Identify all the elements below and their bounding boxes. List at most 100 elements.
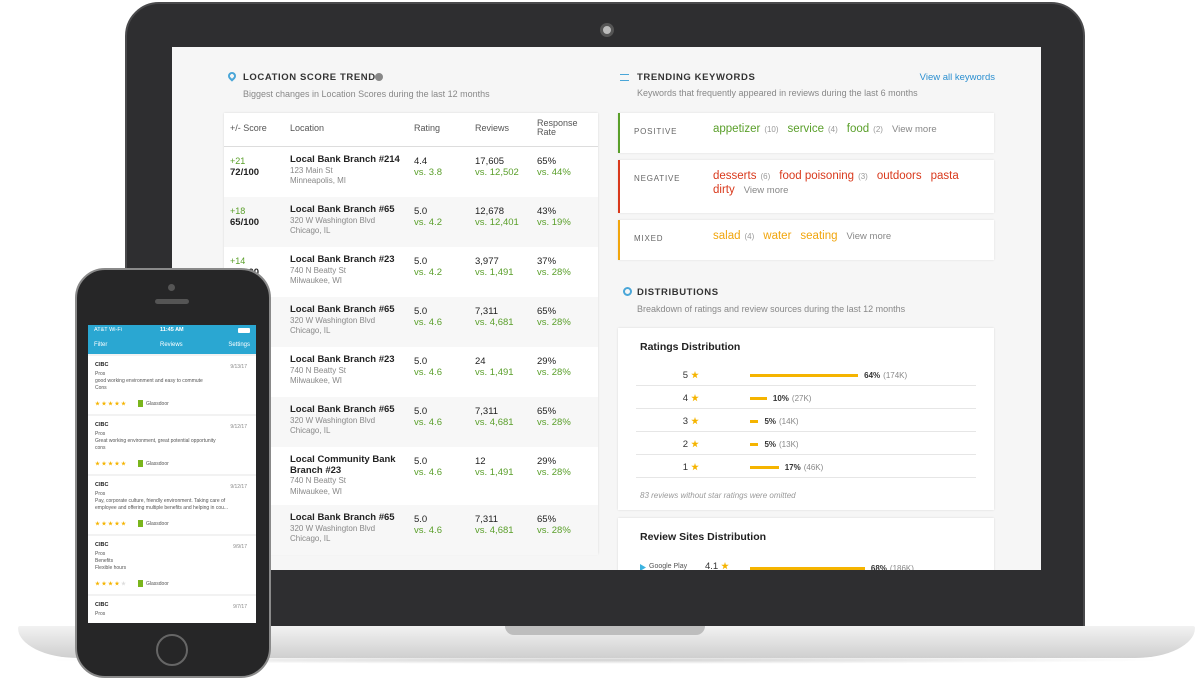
info-icon: [375, 73, 383, 81]
card-title: Ratings Distribution: [640, 341, 741, 353]
section-title: TRENDING KEYWORDS: [637, 72, 756, 83]
table-row: Local Bank Branch #65 320 W Washington Bl…: [224, 297, 598, 347]
review-line: Pay, corporate culture, friendly environ…: [95, 498, 226, 504]
keyword[interactable]: outdoors: [877, 170, 922, 182]
bar-label: 64% (174K): [864, 371, 907, 380]
keyword-list: desserts (6) food poisoning (3) outdoors past…: [713, 170, 978, 196]
review-line: Pros: [95, 431, 106, 437]
response-previous: vs. 28%: [537, 367, 571, 378]
phone-screen: AT&T Wi-Fi 11:45 AM Filter Reviews Setting…: [88, 325, 256, 623]
keyword[interactable]: dirty: [713, 184, 735, 196]
score-change: +14: [230, 256, 246, 266]
reviews-value: 3,977: [475, 256, 499, 267]
column-header: Rating: [414, 123, 441, 133]
keyword-word: seating: [800, 230, 838, 242]
note: 83 reviews without star ratings were omi…: [640, 491, 796, 500]
location-address: 740 N Beatty St: [290, 265, 347, 275]
time: 11:45 AM: [160, 327, 184, 333]
nav-item[interactable]: Settings: [228, 342, 250, 348]
review-item[interactable]: CIBC 9/12/17 Pros Pay, corporate culture, f…: [88, 476, 256, 534]
laptop-screen: LOCATION SCORE TRENDS Biggest changes in…: [172, 47, 1041, 570]
location-name: Local Community Bank Branch #23: [290, 454, 396, 476]
keyword[interactable]: food (2): [847, 123, 883, 135]
ratings-card: Ratings Distribution 83 reviews without …: [618, 328, 994, 510]
reviews-previous: vs. 4,681: [475, 317, 514, 328]
keyword[interactable]: food poisoning (3): [779, 170, 868, 182]
section-subtitle: Breakdown of ratings and review sources …: [637, 304, 906, 314]
location-city: Chicago, IL: [290, 534, 331, 543]
keyword-word: desserts: [713, 170, 757, 182]
laptop-camera: [600, 23, 614, 37]
location-name: Local Bank Branch #65: [290, 304, 395, 315]
keyword[interactable]: seating: [800, 230, 837, 242]
location-name: Local Bank Branch #65: [290, 512, 395, 523]
keyword[interactable]: water: [763, 230, 791, 242]
score: 65/100: [230, 217, 260, 228]
review-company: CIBC: [95, 602, 109, 608]
star-icon: [108, 581, 113, 586]
star-number: 4: [682, 393, 688, 404]
home-button[interactable]: [156, 634, 188, 666]
location-city: Milwaukee, WI: [290, 486, 343, 496]
row-divider: [636, 385, 976, 386]
bar: [750, 420, 759, 423]
site-name: Google Play: [649, 563, 688, 570]
review-item[interactable]: CIBC 9/12/17 Pros Great working environment…: [88, 416, 256, 474]
location-address: 320 W Washington Blvd: [290, 415, 376, 425]
response-value: 29%: [537, 456, 557, 467]
card-title: Review Sites Distribution: [640, 531, 767, 543]
keyword-count: (6): [760, 172, 771, 181]
review-line: employee and offering multiple benefits …: [95, 505, 229, 511]
keyword[interactable]: salad (4): [713, 230, 754, 242]
star-icon: [691, 394, 699, 402]
reviews-previous: vs. 1,491: [475, 367, 514, 378]
keyword[interactable]: pasta: [931, 170, 959, 182]
row-divider: [636, 454, 976, 455]
bar-percent: 5%: [764, 417, 776, 426]
bar-percent: 64%: [864, 371, 881, 380]
bar-percent: 17%: [784, 463, 801, 472]
view-more[interactable]: View more: [743, 185, 789, 196]
bar: [750, 567, 865, 570]
keyword[interactable]: desserts (6): [713, 170, 770, 182]
view-all-link[interactable]: View all keywords: [919, 72, 995, 83]
view-more[interactable]: View more: [846, 231, 892, 242]
rating-value: 5.0: [414, 406, 428, 417]
rating-previous: vs. 3.8: [414, 167, 442, 178]
carrier: AT&T Wi-Fi: [94, 327, 122, 333]
star-icon: [114, 461, 120, 466]
nav-item[interactable]: Reviews: [160, 342, 183, 348]
review-item[interactable]: CIBC 9/9/17 Pros Benefits Flexible hours Glas…: [88, 536, 256, 594]
review-item[interactable]: CIBC 9/13/17 Pros good working environment …: [88, 356, 256, 414]
view-more[interactable]: View more: [891, 124, 937, 135]
response-value: 65%: [537, 306, 557, 317]
star-number: 3: [682, 416, 688, 427]
location-city: Chicago, IL: [290, 226, 331, 235]
keyword-list: appetizer (10) service (4) food (2) View more: [713, 123, 978, 135]
bar: [750, 443, 759, 446]
review-date: 9/7/17: [233, 604, 247, 610]
reviews-value: 12: [475, 456, 486, 467]
keyword-group: MIXED salad (4) water seating View more: [618, 220, 994, 260]
table-body: Local Bank Branch #214 123 Main St Minneap…: [224, 147, 598, 555]
response-previous: vs. 28%: [537, 267, 571, 278]
review-source: Glassdoor: [146, 521, 169, 527]
rating-value: 5.0: [414, 206, 428, 217]
score: 72/100: [230, 167, 260, 178]
keyword[interactable]: appetizer (10): [713, 123, 779, 135]
section-title: LOCATION SCORE TRENDS: [243, 72, 383, 83]
bar: [750, 466, 779, 469]
bar-percent: 68%: [870, 564, 887, 570]
nav-item[interactable]: Filter: [94, 342, 108, 348]
rating-previous: vs. 4.6: [414, 367, 442, 378]
keyword[interactable]: service (4): [788, 123, 838, 135]
star-number: 2: [682, 439, 688, 450]
reviews-previous: vs. 12,401: [475, 217, 519, 228]
star-icon: [95, 461, 100, 466]
keyword-word: water: [763, 230, 792, 242]
review-source: Glassdoor: [146, 461, 169, 467]
review-item[interactable]: CIBC 9/7/17 Pros: [88, 596, 256, 623]
reviews-value: 24: [475, 356, 486, 367]
location-name: Local Bank Branch #65: [290, 404, 395, 415]
star-icon: [101, 581, 107, 586]
